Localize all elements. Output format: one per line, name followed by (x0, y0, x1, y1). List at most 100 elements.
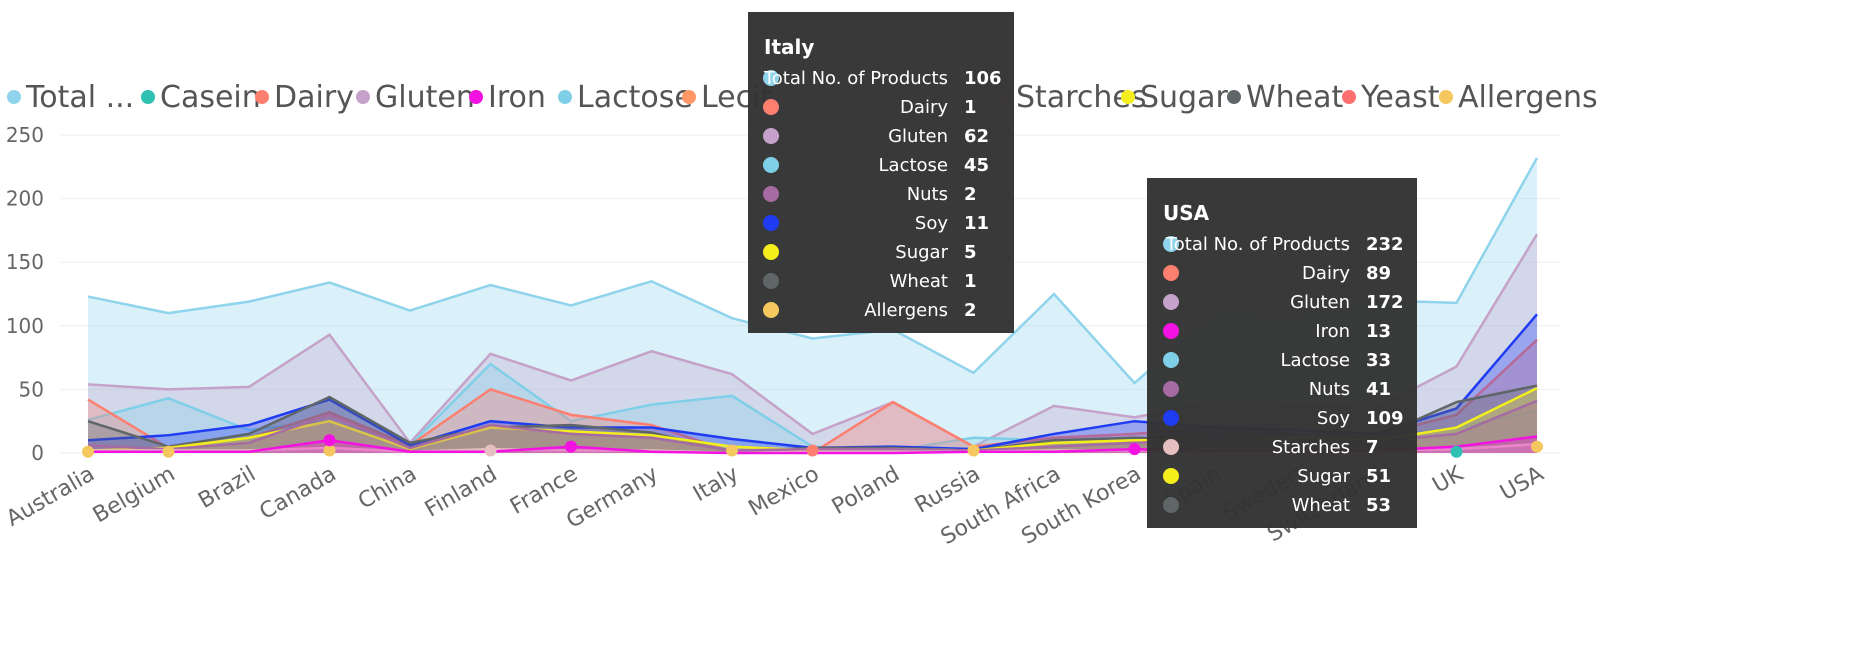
legend-item-iron[interactable]: Iron (469, 80, 546, 115)
marker-allergens[interactable] (82, 445, 94, 458)
legend-label: Yeast (1360, 80, 1440, 115)
tooltip-swatch (1163, 439, 1179, 455)
marker-allergens[interactable] (162, 445, 175, 458)
marker-starches[interactable] (484, 444, 497, 457)
tooltip-swatch (1163, 294, 1179, 310)
tooltip-row-label: Iron (1315, 321, 1350, 342)
tooltip-row-label: Allergens (864, 300, 948, 321)
tooltip-row-value: 232 (1366, 234, 1404, 255)
legend-item-casein[interactable]: Casein (141, 80, 261, 115)
x-tick-label: Canada (255, 462, 340, 526)
tooltip-swatch (763, 99, 779, 115)
tooltip-row-label: Sugar (1297, 466, 1350, 487)
marker-iron[interactable] (323, 434, 336, 447)
legend-item-gluten[interactable]: Gluten (356, 80, 475, 115)
tooltip-swatch (763, 302, 779, 318)
tooltip-row-value: 62 (964, 126, 989, 147)
tooltip-row-label: Gluten (888, 126, 948, 147)
legend-item-wheat[interactable]: Wheat (1227, 80, 1344, 115)
tooltip-swatch (1163, 352, 1179, 368)
legend-item-yeast[interactable]: Yeast (1342, 80, 1440, 115)
legend-item-total[interactable]: Total ... (7, 80, 134, 115)
marker-casein[interactable] (1450, 445, 1463, 458)
x-tick-label: Mexico (744, 462, 823, 522)
legend-item-lactose[interactable]: Lactose (558, 80, 693, 115)
area-fill-lactose (88, 363, 1537, 453)
tooltip-swatch (763, 186, 779, 202)
x-tick-label: China (354, 462, 421, 515)
legend-item-allergens[interactable]: Allergens (1439, 80, 1598, 115)
tooltip-row-label: Total No. of Products (763, 68, 948, 89)
legend-marker (255, 90, 269, 104)
y-axis: 0 50 100 150 200 250 (6, 123, 44, 465)
legend-marker (356, 90, 370, 104)
tooltip-swatch (763, 244, 779, 260)
tooltip-row-value: 51 (1366, 466, 1391, 487)
y-tick-label: 150 (6, 250, 44, 274)
legend-label: Iron (488, 80, 546, 115)
tooltip-row-label: Dairy (900, 97, 948, 118)
tooltip-row-value: 5 (964, 242, 977, 263)
tooltip-swatch (763, 128, 779, 144)
marker-allergens[interactable] (726, 444, 738, 457)
legend-item-sugar[interactable]: Sugar (1121, 80, 1228, 115)
tooltip-row-value: 172 (1366, 292, 1404, 313)
tooltip-row-label: Sugar (895, 242, 948, 263)
y-tick-label: 50 (19, 377, 44, 401)
legend: Total ... Casein Dairy Gluten Iron Lactose Lec… (7, 80, 1598, 115)
tooltip-row-value: 106 (964, 68, 1002, 89)
tooltip-title: Italy (764, 35, 814, 59)
x-tick-label: Finland (421, 462, 502, 523)
tooltip-row-label: Wheat (890, 271, 948, 292)
legend-marker (682, 90, 696, 104)
tooltip-row-label: Lactose (1281, 350, 1350, 371)
tooltip-row-label: Wheat (1292, 495, 1350, 516)
tooltip-row-label: Total No. of Products (1165, 234, 1350, 255)
legend-label: Allergens (1458, 80, 1598, 115)
tooltip-row-label: Soy (1317, 408, 1350, 429)
tooltip-swatch (763, 273, 779, 289)
tooltip-swatch (763, 70, 779, 86)
tooltip-row-value: 2 (964, 184, 977, 205)
marker-iron[interactable] (1128, 443, 1141, 456)
marker-iron[interactable] (565, 440, 577, 453)
tooltip-swatch (763, 215, 779, 231)
x-tick-label: Belgium (89, 462, 180, 529)
tooltip-swatch (763, 157, 779, 173)
tooltip-swatch (1163, 323, 1179, 339)
tooltip-row-value: 2 (964, 300, 977, 321)
legend-item-dairy[interactable]: Dairy (255, 80, 354, 115)
tooltip-row-label: Nuts (907, 184, 948, 205)
tooltip-swatch (1163, 468, 1179, 484)
legend-marker (141, 90, 155, 104)
legend-label: Gluten (375, 80, 475, 115)
tooltip-row-value: 53 (1366, 495, 1391, 516)
data-markers (82, 434, 1543, 458)
legend-marker (469, 90, 483, 104)
marker-allergens[interactable] (1531, 440, 1543, 453)
tooltip-row-value: 41 (1366, 379, 1391, 400)
legend-label: Casein (160, 80, 261, 115)
tooltip-swatch (1163, 381, 1179, 397)
marker-dairy[interactable] (806, 444, 819, 457)
tooltip-row-label: Nuts (1309, 379, 1350, 400)
legend-marker (1227, 90, 1241, 104)
tooltip-title: USA (1163, 201, 1210, 225)
marker-allergens[interactable] (967, 444, 980, 457)
x-tick-label: Italy (689, 462, 743, 508)
y-tick-label: 100 (6, 314, 44, 338)
tooltip-row-value: 11 (964, 213, 989, 234)
tooltip-row-label: Soy (915, 213, 948, 234)
marker-allergens[interactable] (323, 444, 336, 457)
legend-marker (558, 90, 572, 104)
tooltip-background (1147, 178, 1417, 528)
tooltip-row-value: 109 (1366, 408, 1404, 429)
tooltips: Italy Total No. of Products 106 Dairy 1 Glute… (748, 12, 1417, 528)
x-tick-label: Germany (562, 462, 662, 534)
tooltip-swatch (1163, 410, 1179, 426)
legend-marker (1342, 90, 1356, 104)
tooltip-swatch (1163, 497, 1179, 513)
legend-label: Wheat (1246, 80, 1344, 115)
